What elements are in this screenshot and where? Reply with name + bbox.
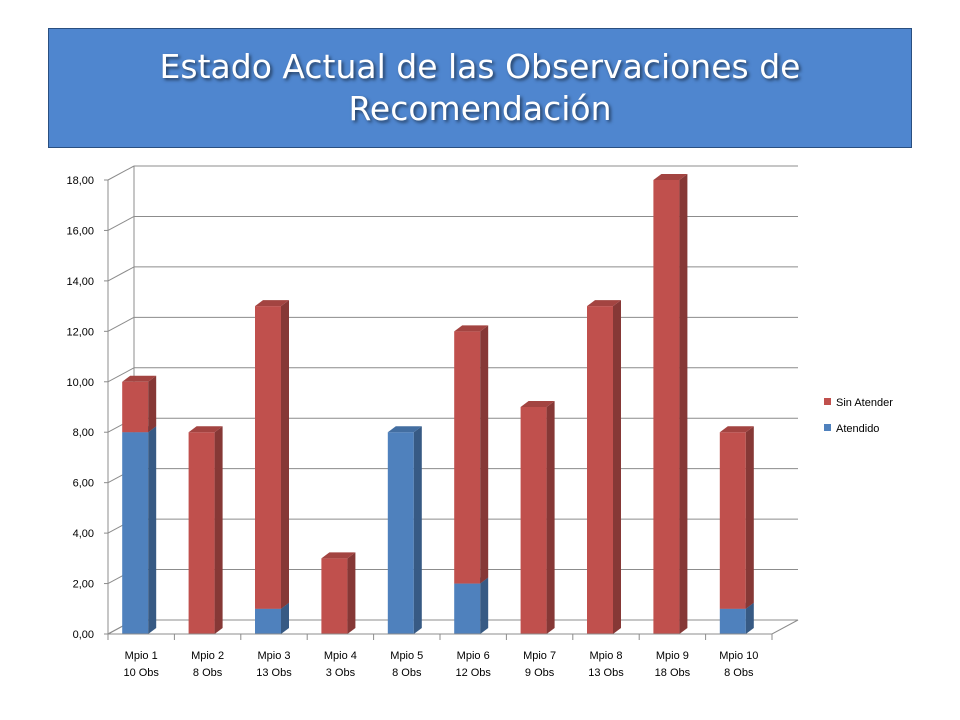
bar-top <box>454 325 489 332</box>
x-tick-sublabel: 3 Obs <box>326 667 356 679</box>
chart-title: Estado Actual de las Observaciones de Re… <box>159 47 801 128</box>
legend-label: Atendido <box>836 423 879 435</box>
bar-side <box>347 552 356 634</box>
legend-swatch <box>824 424 831 431</box>
bar-top <box>719 426 754 433</box>
gridline-side <box>107 316 135 332</box>
gridline-side <box>107 165 135 181</box>
y-tick-label: 6,00 <box>73 478 94 490</box>
x-tick-label: Mpio 3 <box>257 650 290 662</box>
bar-top <box>520 401 555 407</box>
gridline-side <box>107 367 135 383</box>
bar-sin-atender <box>454 331 481 584</box>
bar-sin-atender <box>321 558 348 634</box>
gridline-side <box>107 216 135 231</box>
bar-atendido <box>719 608 746 634</box>
bar-sin-atender <box>653 180 680 634</box>
bar-sin-atender <box>719 432 746 609</box>
title-box: Estado Actual de las Observaciones de Re… <box>48 28 912 148</box>
bar-side <box>745 426 754 609</box>
y-tick-label: 12,00 <box>66 326 94 338</box>
legend-label: Sin Atender <box>836 397 893 409</box>
bar-sin-atender <box>520 407 547 634</box>
x-tick-sublabel: 8 Obs <box>392 667 422 679</box>
bar-atendido <box>454 583 481 634</box>
bar-side <box>679 174 688 634</box>
bar-atendido <box>387 432 414 634</box>
bar-sin-atender <box>587 306 613 634</box>
x-tick-sublabel: 13 Obs <box>588 667 624 679</box>
x-tick-label: Mpio 5 <box>390 650 423 662</box>
bar-side <box>480 577 489 634</box>
x-tick-sublabel: 13 Obs <box>256 667 292 679</box>
bar-sin-atender <box>255 306 281 609</box>
y-tick-label: 14,00 <box>66 276 94 288</box>
bar-side <box>480 325 489 584</box>
x-tick-label: Mpio 6 <box>457 650 490 662</box>
bar-sin-atender <box>122 381 149 433</box>
bar-atendido <box>255 608 281 634</box>
x-tick-sublabel: 8 Obs <box>193 667 223 679</box>
y-tick-label: 4,00 <box>73 528 94 540</box>
y-tick-label: 8,00 <box>73 427 94 439</box>
bar-side <box>546 401 555 634</box>
bar-sin-atender <box>188 432 215 634</box>
bar-top <box>653 174 688 180</box>
gridline-side <box>107 266 135 282</box>
bar-side <box>281 602 289 634</box>
bar-side <box>281 300 289 609</box>
bar-side <box>613 300 621 634</box>
x-tick-label: Mpio 8 <box>589 650 622 662</box>
bar-top <box>255 300 289 307</box>
x-tick-sublabel: 12 Obs <box>455 667 491 679</box>
bar-top <box>587 300 621 307</box>
bar-top <box>188 426 223 433</box>
bar-side <box>214 426 223 634</box>
y-tick-label: 0,00 <box>73 629 94 641</box>
x-tick-label: Mpio 10 <box>719 650 758 662</box>
bar-side <box>413 426 422 634</box>
y-tick-label: 2,00 <box>73 579 94 591</box>
legend-swatch <box>824 398 831 405</box>
bar-top <box>387 426 422 433</box>
bar-side <box>148 426 157 634</box>
y-tick-label: 16,00 <box>66 225 94 237</box>
y-tick-label: 10,00 <box>66 377 94 389</box>
y-tick-label: 18,00 <box>66 175 94 187</box>
bar-top <box>122 375 157 382</box>
x-tick-sublabel: 18 Obs <box>655 667 691 679</box>
bar-atendido <box>122 432 149 634</box>
x-tick-label: Mpio 7 <box>523 650 556 662</box>
x-tick-sublabel: 8 Obs <box>724 667 754 679</box>
bar-side <box>148 375 157 433</box>
x-tick-label: Mpio 4 <box>324 650 357 662</box>
x-tick-sublabel: 10 Obs <box>123 667 159 679</box>
x-tick-label: Mpio 1 <box>125 650 158 662</box>
x-tick-label: Mpio 9 <box>656 650 689 662</box>
bar-side <box>745 602 754 634</box>
x-tick-sublabel: 9 Obs <box>525 667 555 679</box>
bar-top <box>321 552 356 559</box>
x-tick-label: Mpio 2 <box>191 650 224 662</box>
